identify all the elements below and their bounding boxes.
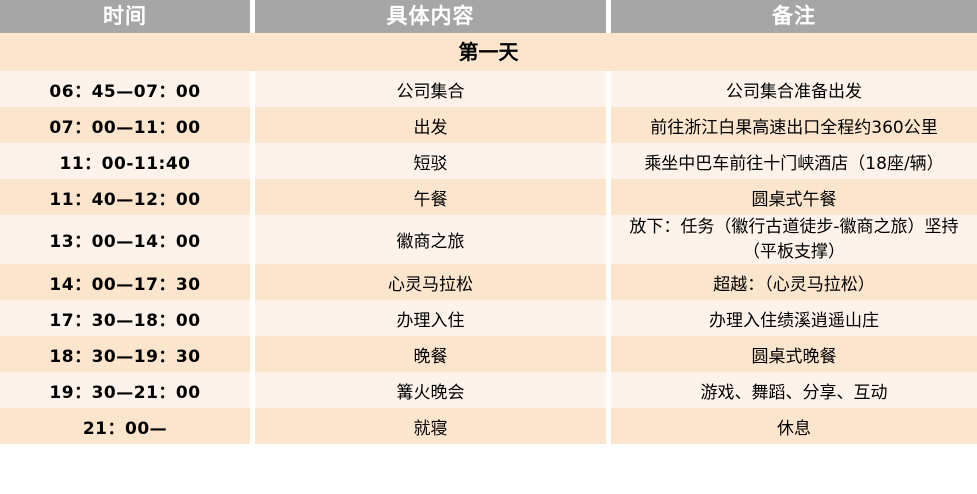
cell-remark: 前往浙江白果高速出口全程约360公里 (611, 107, 977, 143)
row-divider-2 (606, 71, 611, 107)
header-row: 时间 具体内容 备注 (0, 0, 977, 33)
row-divider-2 (606, 215, 611, 265)
row-divider-2 (606, 179, 611, 215)
table-row: 14：00—17：30 心灵马拉松 超越：（心灵马拉松） (0, 264, 977, 301)
table-row: 11：00-11:40 短驳 乘坐中巴车前往十门峡酒店（18座/辆） (0, 143, 977, 179)
cell-content: 就寝 (255, 408, 606, 445)
table-row: 18：30—19：30 晚餐 圆桌式晚餐 (0, 336, 977, 373)
cell-remark: 游戏、舞蹈、分享、互动 (611, 372, 977, 409)
day-banner-row: 第一天 (0, 33, 977, 71)
cell-time: 18：30—19：30 (0, 336, 250, 373)
table-row: 06：45—07：00 公司集合 公司集合准备出发 (0, 71, 977, 107)
cell-remark: 超越：（心灵马拉松） (611, 264, 977, 301)
cell-remark: 放下：任务（徽行古道徒步-徽商之旅）坚持（平板支撑） (611, 215, 977, 265)
cell-time: 19：30—21：00 (0, 372, 250, 409)
cell-remark: 休息 (611, 408, 977, 445)
table-row: 11：40—12：00 午餐 圆桌式午餐 (0, 179, 977, 215)
cell-time: 06：45—07：00 (0, 71, 250, 107)
table-body: 第一天 06：45—07：00 公司集合 公司集合准备出发 07：00—11：0… (0, 33, 977, 445)
row-divider-1 (250, 107, 255, 143)
cell-time: 17：30—18：00 (0, 300, 250, 337)
cell-content: 出发 (255, 107, 606, 143)
cell-content: 公司集合 (255, 71, 606, 107)
cell-time: 21：00— (0, 408, 250, 445)
cell-remark: 圆桌式午餐 (611, 179, 977, 215)
row-divider-2 (606, 107, 611, 143)
cell-time: 14：00—17：30 (0, 264, 250, 301)
cell-remark: 圆桌式晚餐 (611, 336, 977, 373)
header-divider-2 (606, 0, 611, 33)
cell-time: 11：00-11:40 (0, 143, 250, 179)
row-divider-2 (606, 372, 611, 409)
cell-content: 午餐 (255, 179, 606, 215)
cell-remark: 办理入住绩溪逍遥山庄 (611, 300, 977, 337)
table-row: 07：00—11：00 出发 前往浙江白果高速出口全程约360公里 (0, 107, 977, 143)
cell-content: 短驳 (255, 143, 606, 179)
row-divider-1 (250, 264, 255, 301)
row-divider-1 (250, 71, 255, 107)
row-divider-2 (606, 264, 611, 301)
column-header-content: 具体内容 (255, 0, 606, 33)
row-divider-1 (250, 300, 255, 337)
cell-content: 晚餐 (255, 336, 606, 373)
row-divider-1 (250, 215, 255, 265)
column-header-time: 时间 (0, 0, 250, 33)
cell-content: 心灵马拉松 (255, 264, 606, 301)
row-divider-2 (606, 408, 611, 445)
itinerary-table: 时间 具体内容 备注 第一天 06：45—07：00 公司集合 公司集合准备出发… (0, 0, 977, 445)
header-divider-1 (250, 0, 255, 33)
day-banner-label: 第一天 (0, 33, 977, 71)
row-divider-1 (250, 179, 255, 215)
table-row: 13：00—14：00 徽商之旅 放下：任务（徽行古道徒步-徽商之旅）坚持（平板… (0, 215, 977, 265)
row-divider-2 (606, 336, 611, 373)
cell-remark: 公司集合准备出发 (611, 71, 977, 107)
cell-content: 徽商之旅 (255, 215, 606, 265)
table-row: 19：30—21：00 篝火晚会 游戏、舞蹈、分享、互动 (0, 372, 977, 409)
cell-remark: 乘坐中巴车前往十门峡酒店（18座/辆） (611, 143, 977, 179)
row-divider-1 (250, 408, 255, 445)
cell-content: 篝火晚会 (255, 372, 606, 409)
row-divider-2 (606, 300, 611, 337)
cell-content: 办理入住 (255, 300, 606, 337)
row-divider-1 (250, 372, 255, 409)
cell-time: 13：00—14：00 (0, 215, 250, 265)
table-row: 17：30—18：00 办理入住 办理入住绩溪逍遥山庄 (0, 300, 977, 337)
table-row: 21：00— 就寝 休息 (0, 408, 977, 445)
cell-time: 11：40—12：00 (0, 179, 250, 215)
table-header: 时间 具体内容 备注 (0, 0, 977, 33)
row-divider-1 (250, 143, 255, 179)
cell-time: 07：00—11：00 (0, 107, 250, 143)
column-header-remark: 备注 (611, 0, 977, 33)
row-divider-1 (250, 336, 255, 373)
row-divider-2 (606, 143, 611, 179)
